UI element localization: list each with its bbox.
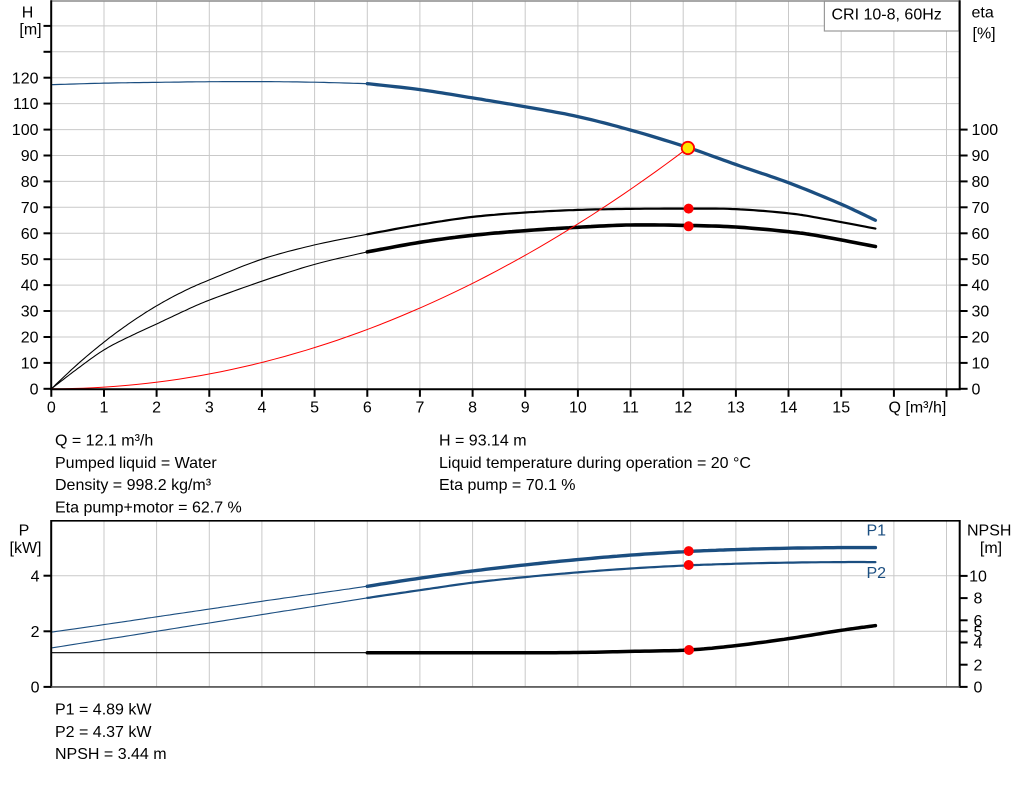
svg-text:Liquid temperature during oper: Liquid temperature during operation = 20… <box>439 455 751 472</box>
svg-text:8: 8 <box>468 400 477 417</box>
svg-text:H = 93.14 m: H = 93.14 m <box>439 433 527 450</box>
svg-text:120: 120 <box>12 70 39 87</box>
svg-text:60: 60 <box>972 226 990 243</box>
svg-text:NPSH: NPSH <box>967 523 1011 540</box>
svg-text:10: 10 <box>569 400 587 417</box>
svg-text:P1: P1 <box>867 522 887 539</box>
svg-text:4: 4 <box>257 400 266 417</box>
svg-text:40: 40 <box>21 278 39 295</box>
svg-text:10: 10 <box>21 356 39 373</box>
svg-text:14: 14 <box>780 400 798 417</box>
svg-text:10: 10 <box>969 569 987 586</box>
svg-text:20: 20 <box>21 330 39 347</box>
svg-text:P: P <box>19 523 30 540</box>
svg-text:Pumped liquid = Water: Pumped liquid = Water <box>55 455 217 472</box>
svg-text:eta: eta <box>972 5 994 22</box>
svg-text:2: 2 <box>152 400 161 417</box>
svg-text:4: 4 <box>31 568 40 585</box>
svg-text:0: 0 <box>47 400 56 417</box>
svg-text:[m]: [m] <box>980 540 1002 557</box>
svg-text:40: 40 <box>972 278 990 295</box>
svg-text:110: 110 <box>13 96 39 113</box>
svg-text:0: 0 <box>30 381 39 398</box>
svg-text:4: 4 <box>974 635 983 652</box>
svg-text:Eta pump = 70.1 %: Eta pump = 70.1 % <box>439 477 576 494</box>
svg-text:P2 = 4.37 kW: P2 = 4.37 kW <box>55 724 152 741</box>
svg-text:11: 11 <box>622 400 639 417</box>
svg-text:0: 0 <box>31 680 40 697</box>
svg-text:70: 70 <box>21 200 39 217</box>
svg-text:NPSH = 3.44 m: NPSH = 3.44 m <box>55 746 167 763</box>
svg-text:90: 90 <box>972 148 990 165</box>
svg-text:20: 20 <box>972 330 990 347</box>
svg-text:80: 80 <box>21 174 39 191</box>
svg-text:Density = 998.2 kg/m³: Density = 998.2 kg/m³ <box>55 477 212 494</box>
svg-text:[m]: [m] <box>19 22 41 39</box>
svg-text:1: 1 <box>100 400 109 417</box>
svg-text:60: 60 <box>21 226 39 243</box>
svg-text:5: 5 <box>310 400 319 417</box>
svg-text:8: 8 <box>974 591 983 608</box>
svg-text:70: 70 <box>972 200 990 217</box>
svg-text:[%]: [%] <box>973 26 996 43</box>
svg-text:100: 100 <box>972 122 999 139</box>
svg-text:13: 13 <box>727 400 745 417</box>
svg-text:15: 15 <box>832 400 850 417</box>
svg-text:P1 = 4.89 kW: P1 = 4.89 kW <box>55 702 152 719</box>
svg-text:[kW]: [kW] <box>10 540 42 557</box>
svg-text:10: 10 <box>972 356 990 373</box>
svg-text:30: 30 <box>21 304 39 321</box>
svg-text:CRI 10-8, 60Hz: CRI 10-8, 60Hz <box>832 7 942 24</box>
svg-text:H: H <box>22 5 34 22</box>
svg-text:9: 9 <box>521 400 530 417</box>
svg-text:90: 90 <box>21 148 39 165</box>
svg-text:0: 0 <box>972 381 981 398</box>
svg-text:5: 5 <box>974 624 983 641</box>
svg-text:30: 30 <box>972 304 990 321</box>
svg-text:2: 2 <box>974 657 983 674</box>
svg-text:Q = 12.1 m³/h: Q = 12.1 m³/h <box>55 433 153 450</box>
svg-text:80: 80 <box>972 174 990 191</box>
svg-text:Eta pump+motor = 62.7 %: Eta pump+motor = 62.7 % <box>55 499 242 516</box>
svg-text:2: 2 <box>31 624 40 641</box>
svg-text:P2: P2 <box>867 565 887 582</box>
svg-text:6: 6 <box>974 613 983 630</box>
svg-text:3: 3 <box>205 400 214 417</box>
svg-text:100: 100 <box>12 122 39 139</box>
svg-text:Q [m³/h]: Q [m³/h] <box>889 400 947 417</box>
svg-text:12: 12 <box>674 400 692 417</box>
svg-text:0: 0 <box>974 680 983 697</box>
svg-text:7: 7 <box>415 400 424 417</box>
svg-text:50: 50 <box>972 252 990 269</box>
svg-text:50: 50 <box>21 252 39 269</box>
svg-text:6: 6 <box>363 400 372 417</box>
